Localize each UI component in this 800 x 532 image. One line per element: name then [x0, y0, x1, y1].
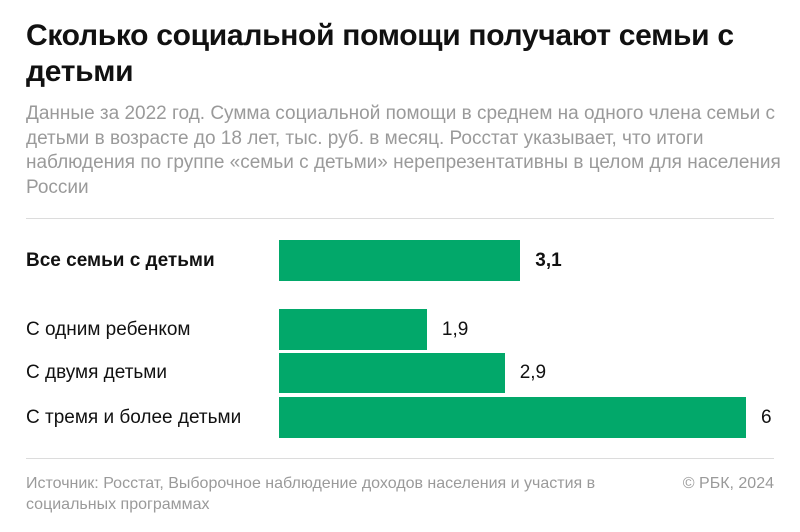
value-label: 1,9 — [441, 318, 469, 340]
category-label: Все семьи с детьми — [26, 249, 215, 271]
value-label: 6 — [761, 406, 772, 428]
category-label: С одним ребенком — [26, 318, 191, 340]
category-label: С двумя детьми — [26, 362, 167, 383]
bar — [279, 397, 746, 438]
bar — [279, 353, 505, 393]
chart-title: Сколько социальной помощи получают семьи… — [26, 19, 734, 88]
value-label: 2,9 — [519, 362, 547, 383]
copyright: © РБК, 2024 — [682, 475, 774, 492]
bar — [279, 309, 427, 350]
value-label: 3,1 — [535, 249, 562, 271]
category-label: С тремя и более детьми — [26, 406, 242, 428]
bottom-divider — [26, 458, 774, 459]
top-divider — [26, 218, 774, 219]
chart-subtitle: Данные за 2022 год. Сумма социальной пом… — [26, 103, 781, 198]
source-note: Источник: Росстат, Выборочное наблюдение… — [26, 475, 596, 513]
bar — [279, 240, 521, 281]
